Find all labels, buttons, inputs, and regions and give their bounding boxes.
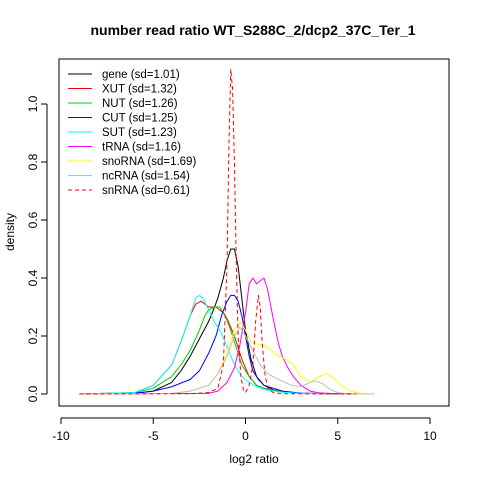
legend-entry: NUT (sd=1.26) [102,98,178,110]
x-tick-label: 0 [242,429,249,443]
y-tick-label: 0.0 [26,385,40,402]
x-axis-label: log2 ratio [229,452,279,466]
legend-entry: XUT (sd=1.32) [102,84,177,96]
series-line-4 [79,294,357,395]
legend: gene (sd=1.01) XUT (sd=1.32) NUT (sd=1.26)… [68,69,196,197]
series-line-8 [79,68,357,395]
y-axis: 0.0 0.2 0.4 0.6 0.8 1.0 [26,95,48,402]
series-line-0 [79,248,357,395]
series-line-6 [79,321,375,395]
legend-entry: gene (sd=1.01) [102,69,180,81]
x-axis: -10 -5 0 5 10 [52,417,437,443]
x-tick-label: -5 [148,429,159,443]
y-tick-label: 0.4 [26,269,40,286]
x-tick-label: 10 [423,429,437,443]
chart-title: number read ratio WT_S288C_2/dcp2_37C_Te… [91,22,416,38]
series-layer [79,68,375,395]
legend-entry: CUT (sd=1.25) [102,113,178,125]
y-tick-label: 0.8 [26,153,40,170]
legend-entry: snoRNA (sd=1.69) [102,156,196,168]
series-line-2 [79,306,357,395]
plot-frame [58,58,450,407]
legend-entry: snRNA (sd=0.61) [102,185,190,197]
series-line-5 [79,277,357,395]
y-tick-label: 0.2 [26,327,40,344]
legend-entry: SUT (sd=1.23) [102,127,177,139]
legend-entry: tRNA (sd=1.16) [102,142,181,154]
x-tick-label: -10 [52,429,70,443]
y-tick-label: 0.6 [26,211,40,228]
series-line-7 [79,326,375,395]
x-tick-label: 5 [334,429,341,443]
legend-entry: ncRNA (sd=1.54) [102,171,190,183]
y-tick-label: 1.0 [26,95,40,112]
y-axis-label: density [3,213,17,251]
